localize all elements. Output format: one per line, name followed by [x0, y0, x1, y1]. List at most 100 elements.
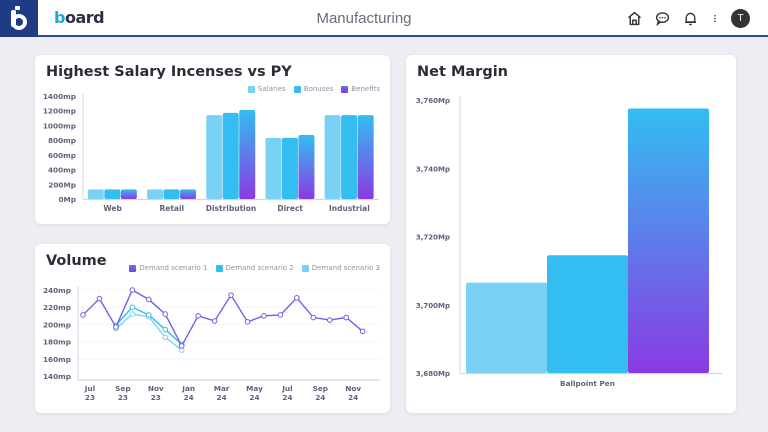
bar-1 [466, 282, 547, 373]
y-tick-label: 240mp [43, 286, 71, 295]
volume-legend: Demand scenario 1 Demand scenario 2 Dema… [129, 264, 380, 272]
x-tick-label-month: Nov [148, 384, 164, 393]
page-title: Manufacturing [316, 10, 412, 27]
data-point [96, 295, 103, 302]
data-point [326, 317, 333, 323]
board-logo-icon [11, 6, 27, 30]
bell-icon[interactable] [682, 10, 699, 27]
net-margin-bar-chart: 3,680Mp 3,700Mp 3,720Mp 3,740Mp 3,760Mp Ballp… [416, 96, 722, 388]
legend-item-salaries[interactable]: Salaries [248, 85, 286, 93]
legend-item-scenario-3[interactable]: Demand scenario 3 [301, 264, 380, 272]
data-point [359, 328, 366, 335]
legend-label: Salaries [258, 85, 286, 93]
data-point [162, 326, 169, 333]
legend-swatch [301, 264, 309, 272]
data-point [129, 311, 136, 317]
bar-benefits [239, 109, 256, 199]
x-tick-label-year: 23 [85, 393, 95, 402]
data-point [113, 324, 119, 330]
y-tick-label: 3,760Mp [416, 97, 450, 105]
legend-item-scenario-1[interactable]: Demand scenario 1 [129, 264, 208, 272]
legend-item-benefits[interactable]: Benefits [341, 85, 380, 93]
legend-label: Demand scenario 3 [311, 264, 380, 272]
bar-bonuses [341, 115, 358, 199]
app-logo[interactable] [0, 0, 38, 37]
brand-rest: oard [64, 8, 105, 27]
x-tick-label-year: 24 [217, 393, 227, 402]
data-point [195, 313, 201, 319]
header-actions: T [626, 9, 750, 28]
data-point [178, 343, 185, 349]
legend-label: Bonuses [303, 85, 334, 93]
x-tick-label-year: 24 [184, 393, 194, 402]
y-tick-label: 400mp [48, 166, 76, 175]
x-tick-label-month: Jan [181, 384, 195, 393]
data-point [277, 312, 284, 318]
bar-bonuses [281, 137, 298, 199]
more-vertical-icon[interactable] [710, 10, 720, 27]
legend-item-scenario-2[interactable]: Demand scenario 2 [215, 264, 294, 272]
y-tick-label: 3,680Mp [416, 370, 450, 378]
bar-benefits [298, 134, 315, 199]
series-line-3 [115, 313, 183, 351]
bar-benefits [120, 189, 137, 199]
y-tick-label: 180mp [43, 338, 71, 347]
salary-panel-title: Highest Salary Incenses vs PY [46, 64, 292, 80]
bar-3 [628, 108, 709, 373]
data-point [129, 287, 136, 293]
legend-label: Demand scenario 1 [139, 264, 208, 272]
salary-bar-chart: 0Mp 200Mp 400mp 600mp 800mp 1000mp 1200mp 1400m… [43, 92, 379, 213]
home-icon[interactable] [626, 10, 643, 27]
legend-swatch [129, 264, 137, 272]
x-tick-label-year: 23 [118, 393, 128, 402]
y-tick-label: 160mp [43, 355, 71, 364]
data-point [228, 292, 234, 298]
salary-legend: Salaries Bonuses Benefits [248, 85, 380, 93]
avatar[interactable]: T [731, 9, 750, 28]
data-point [146, 312, 152, 318]
y-tick-label: 3,700Mp [416, 302, 450, 310]
y-tick-label: 220mp [43, 303, 71, 312]
bar-benefits [180, 189, 197, 199]
volume-panel: Volume Demand scenario 1 Demand scenario… [35, 244, 390, 413]
x-tick-label-month: Mar [214, 384, 230, 393]
legend-swatch [341, 85, 349, 93]
salary-panel: Highest Salary Incenses vs PY Salaries B… [35, 55, 390, 224]
x-tick-label: Web [103, 204, 122, 213]
legend-item-bonuses[interactable]: Bonuses [293, 85, 334, 93]
bar-bonuses [222, 112, 239, 199]
data-point [146, 296, 152, 303]
x-tick-label-year: 24 [282, 393, 292, 402]
y-tick-label: 600mp [48, 151, 76, 160]
legend-swatch [293, 85, 301, 93]
legend-label: Demand scenario 2 [225, 264, 294, 272]
bar-benefits [357, 115, 374, 199]
x-tick-label-month: May [246, 384, 263, 393]
bar-salaries [265, 137, 282, 199]
data-point [80, 312, 86, 318]
y-tick-label: 0Mp [58, 195, 76, 204]
y-tick-label: 1400mp [43, 92, 76, 101]
data-point [244, 319, 251, 325]
x-tick-label: Ballpoint Pen [560, 379, 615, 388]
y-tick-label: 1000mp [43, 121, 76, 130]
x-tick-label-month: Sep [313, 384, 328, 393]
x-tick-label: Retail [159, 204, 184, 213]
data-point [162, 334, 169, 341]
x-tick-label-month: Jul [84, 384, 95, 393]
volume-line-chart: 140mp160mp180mp200mp220mp240mpJul23Sep23… [43, 286, 380, 402]
chat-icon[interactable] [654, 10, 671, 27]
data-point [162, 311, 169, 317]
data-point [261, 313, 267, 319]
y-tick-label: 1200mp [43, 107, 76, 116]
legend-swatch [248, 85, 256, 93]
y-tick-label: 200Mp [48, 180, 76, 189]
x-tick-label-month: Nov [345, 384, 361, 393]
x-tick-label: Direct [277, 204, 303, 213]
data-point [343, 314, 350, 321]
x-tick-label-month: Sep [115, 384, 130, 393]
y-tick-label: 140mp [43, 372, 71, 381]
x-tick-label: Distribution [206, 204, 256, 213]
brand-b: b [54, 8, 65, 27]
brand-wordmark: board [54, 8, 105, 27]
